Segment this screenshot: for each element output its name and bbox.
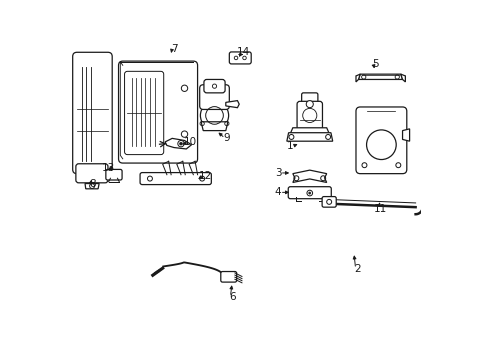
Polygon shape <box>355 74 360 82</box>
Polygon shape <box>225 100 239 108</box>
Circle shape <box>305 101 313 108</box>
Polygon shape <box>201 122 227 131</box>
Polygon shape <box>292 170 326 183</box>
Polygon shape <box>290 128 328 134</box>
Text: 2: 2 <box>353 264 360 274</box>
Text: 11: 11 <box>373 204 386 214</box>
Circle shape <box>366 130 395 159</box>
Text: 1: 1 <box>286 141 293 152</box>
Text: 13: 13 <box>102 163 115 173</box>
FancyBboxPatch shape <box>118 61 197 163</box>
Polygon shape <box>358 74 402 80</box>
Text: 14: 14 <box>237 47 250 57</box>
FancyBboxPatch shape <box>296 101 322 130</box>
Circle shape <box>179 142 182 145</box>
Text: 12: 12 <box>198 171 211 181</box>
Text: 4: 4 <box>274 187 281 197</box>
FancyBboxPatch shape <box>199 85 229 109</box>
FancyBboxPatch shape <box>124 71 163 154</box>
Circle shape <box>178 140 184 147</box>
FancyBboxPatch shape <box>301 93 317 107</box>
FancyBboxPatch shape <box>76 164 108 183</box>
FancyBboxPatch shape <box>73 52 112 174</box>
FancyBboxPatch shape <box>322 197 336 207</box>
FancyBboxPatch shape <box>203 80 224 93</box>
Polygon shape <box>85 184 99 189</box>
Text: 9: 9 <box>223 133 230 143</box>
Polygon shape <box>286 133 332 141</box>
Circle shape <box>308 192 310 194</box>
FancyBboxPatch shape <box>140 172 211 185</box>
Text: 3: 3 <box>274 168 281 178</box>
FancyBboxPatch shape <box>105 170 122 180</box>
Text: 10: 10 <box>184 137 197 147</box>
Text: 8: 8 <box>89 179 95 189</box>
FancyBboxPatch shape <box>221 271 236 282</box>
Text: 5: 5 <box>371 59 378 68</box>
FancyBboxPatch shape <box>355 107 406 174</box>
FancyBboxPatch shape <box>229 52 251 64</box>
Polygon shape <box>402 129 409 141</box>
Text: 6: 6 <box>228 292 235 302</box>
FancyBboxPatch shape <box>287 187 330 199</box>
Text: 7: 7 <box>170 44 177 54</box>
Polygon shape <box>400 74 405 82</box>
Polygon shape <box>165 138 191 149</box>
Circle shape <box>200 101 228 130</box>
